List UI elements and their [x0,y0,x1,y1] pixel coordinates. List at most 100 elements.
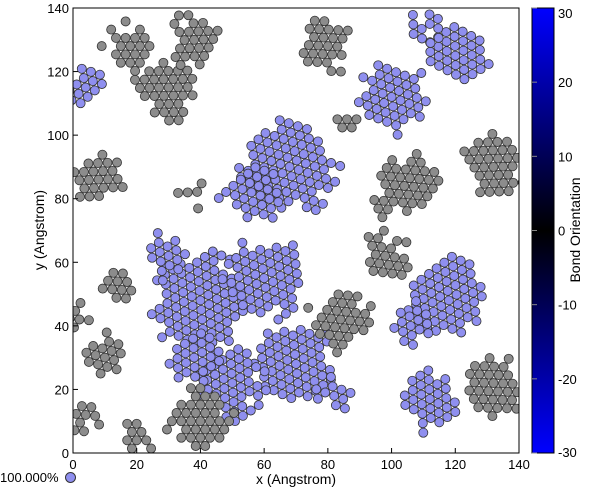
atom-point [210,369,221,380]
atom-point [350,307,361,318]
atom-point [353,97,364,108]
atom-point [209,424,220,435]
atom-point [108,182,119,193]
atom-point [277,168,288,179]
atom-point [272,252,283,262]
atom-point [214,399,225,410]
atom-point [401,237,412,248]
atom-point [220,298,231,308]
atom-point [215,332,226,342]
atom-point [331,305,342,316]
atom-point [305,142,316,153]
atom-point [502,136,512,147]
atom-point [378,195,389,206]
atom-point [193,276,204,287]
atom-point [284,274,295,285]
atom-point [470,306,481,317]
atom-point [471,316,482,327]
atom-point [236,290,247,301]
atom-point [298,149,309,160]
atom-point [322,41,333,52]
atom-point [407,375,418,386]
atom-point [512,152,519,163]
atom-point [211,294,222,304]
atom-point [82,91,93,102]
atom-point [335,314,346,325]
atom-point [181,408,192,418]
atom-point [212,303,223,314]
atom-point [479,377,489,388]
atom-point [297,183,308,194]
atom-point [182,82,193,93]
atom-point [420,96,431,107]
atom-point [227,378,238,389]
atom-point [392,129,403,140]
atom-point [125,41,136,52]
atom-point [308,195,319,206]
atom-point [387,268,398,279]
atom-point [78,73,89,84]
atom-point [156,266,167,276]
atom-point [319,16,330,27]
atom-point [289,146,300,157]
atom-point [158,90,169,101]
atom-point [475,64,486,75]
atom-point [113,339,124,350]
atom-point [73,408,82,419]
atom-point [98,166,108,177]
atom-point [204,309,215,319]
y-tick-label: 100 [47,128,69,143]
atom-point [85,66,96,77]
atom-point [216,250,227,261]
atom-point [176,416,187,427]
atom-point [429,167,440,177]
atom-point [408,394,419,405]
atom-point [75,298,86,308]
atom-point [435,291,446,302]
atom-point [172,254,183,265]
atom-point [173,372,184,383]
atom-point [285,283,296,294]
atom-point [180,348,191,359]
atom-point [416,399,427,410]
atom-point [237,184,248,195]
atom-point [117,182,128,193]
atom-point [469,377,480,388]
atom-point [487,128,498,139]
atom-point [187,90,198,101]
atom-point [255,244,266,255]
atom-point [511,403,519,414]
atom-point [214,356,225,367]
atom-point [141,435,152,446]
atom-point [398,326,409,337]
atom-point [257,153,268,164]
x-axis-title: x (Angstrom) [256,471,336,487]
atom-point [213,346,224,357]
atom-point [309,15,320,26]
atom-point [280,246,291,257]
atom-point [93,174,104,185]
atom-point [173,98,184,109]
atom-point [171,408,182,418]
atom-point [176,399,187,410]
x-tick-label: 140 [508,457,530,472]
atom-point [134,83,145,93]
atom-point [479,178,490,189]
atom-point [399,336,410,347]
atom-point [452,299,463,310]
atom-point [464,385,475,396]
atom-point [473,402,484,413]
y-tick-label: 60 [55,255,69,270]
atom-point [417,33,427,44]
atom-point [117,268,128,279]
atom-point [391,67,401,78]
atom-point [235,372,246,383]
atom-point [134,41,145,52]
atom-point [202,280,213,291]
atom-point [468,146,479,157]
atom-point [214,416,225,427]
atom-point [261,292,272,303]
atom-point [523,371,532,380]
atom-point [474,170,485,181]
atom-point [402,89,413,100]
